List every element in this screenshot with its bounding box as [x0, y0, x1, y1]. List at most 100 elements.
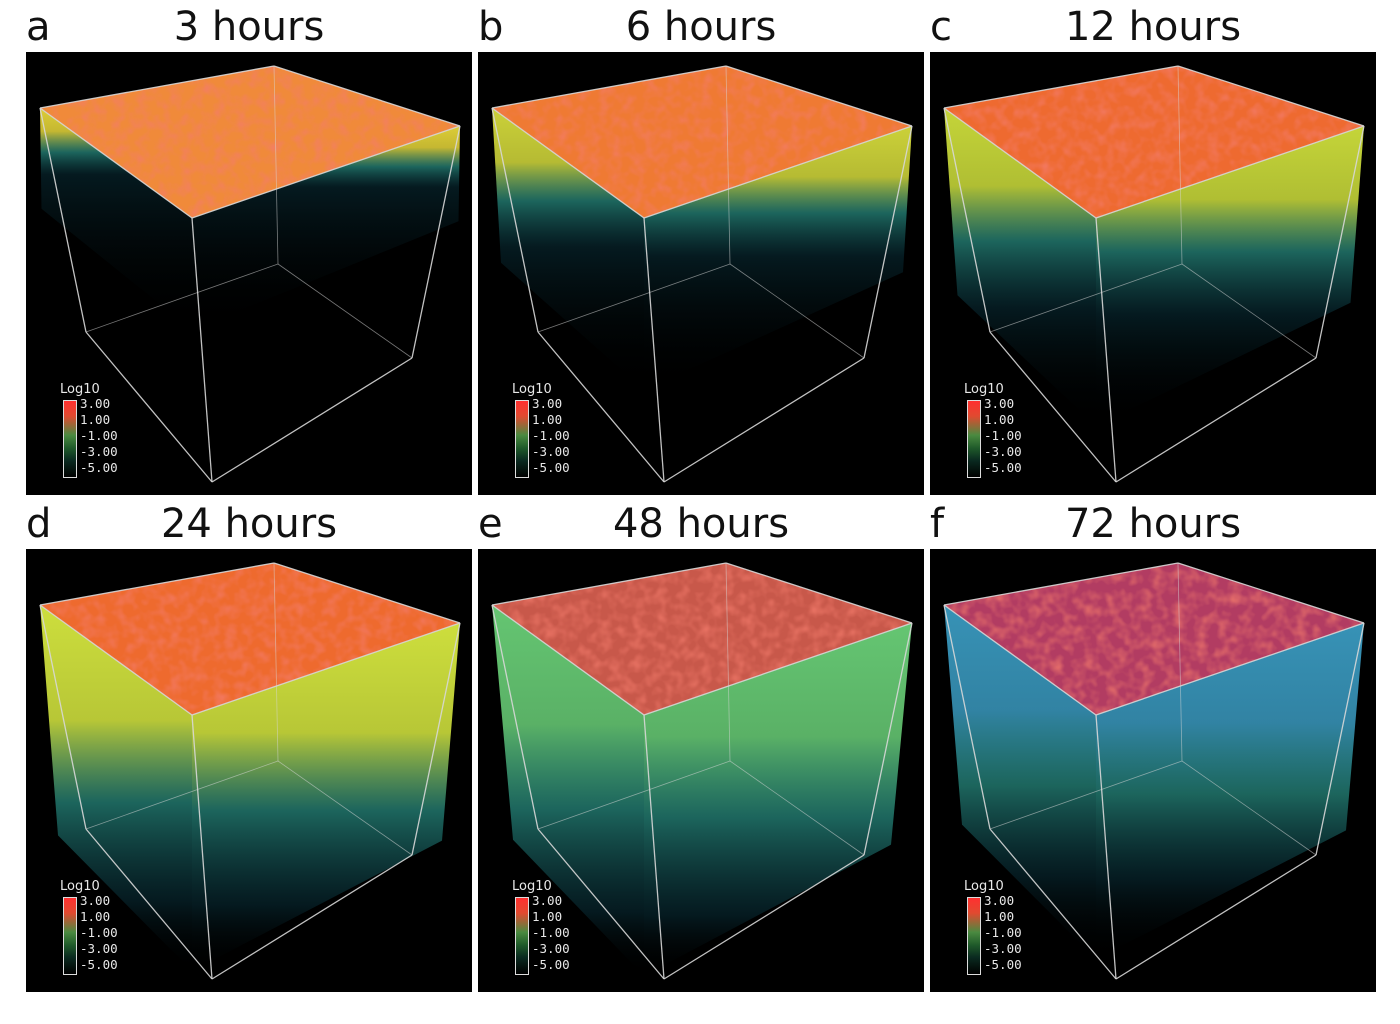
cube-edge — [989, 263, 1183, 333]
cube-edge — [191, 217, 213, 483]
legend-ticks: 3.00 1.00 -1.00 -3.00 -5.00 — [80, 893, 118, 973]
cube-edge — [491, 107, 539, 333]
volume-side-right — [644, 623, 912, 976]
cube-edge — [725, 65, 913, 127]
cube-edge — [39, 604, 193, 716]
top-face-texture — [944, 563, 1364, 715]
cube-edge — [725, 65, 731, 265]
cube-edge — [85, 760, 279, 830]
legend-tick: 1.00 — [80, 909, 111, 924]
cube-edge — [1181, 760, 1317, 856]
cube-edge — [943, 65, 1179, 109]
volume-render: Log10 3.00 1.00 -1.00 -3.00 -5.00 — [930, 52, 1376, 495]
cube-volume — [943, 562, 1365, 980]
panel-letter: e — [478, 501, 503, 547]
cube-edge — [191, 714, 213, 980]
legend-title: Log10 — [60, 879, 100, 894]
cube-edge — [1115, 854, 1317, 980]
legend-tick: -3.00 — [984, 444, 1022, 459]
volume-side-right — [1096, 623, 1364, 959]
volume-side-left — [492, 108, 644, 390]
volume-render: Log10 3.00 1.00 -1.00 -3.00 -5.00 — [26, 52, 472, 495]
top-face-texture — [944, 66, 1364, 218]
legend-tick: -1.00 — [984, 925, 1022, 940]
cube-edge — [1181, 263, 1317, 359]
cube-edge — [191, 125, 461, 219]
panel-title: 48 hours — [612, 501, 790, 547]
legend-tick: -1.00 — [80, 925, 118, 940]
cube-edge — [1315, 622, 1365, 856]
cube-edge — [491, 604, 539, 830]
legend-title: Log10 — [964, 382, 1004, 397]
cube-edge — [943, 107, 991, 333]
top-face-texture — [40, 563, 460, 715]
legend-tick: 1.00 — [984, 412, 1015, 427]
colorbar — [967, 897, 981, 975]
cube-volume — [39, 562, 461, 980]
cube-edge — [1095, 622, 1365, 716]
legend-ticks: 3.00 1.00 -1.00 -3.00 -5.00 — [984, 396, 1022, 476]
colorbar — [515, 897, 529, 975]
cube-edge — [411, 622, 461, 856]
panel-c: c 12 hours Log10 3.00 1.00 -1.00 -3.00 -5.00 — [930, 0, 1376, 495]
legend-title: Log10 — [60, 382, 100, 397]
legend-tick: -3.00 — [80, 444, 118, 459]
cube-volume — [943, 65, 1365, 483]
cube-edge — [211, 854, 413, 980]
cube-edge — [1177, 562, 1183, 762]
colorbar — [63, 400, 77, 478]
legend-title: Log10 — [964, 879, 1004, 894]
cube-edge — [1315, 125, 1365, 359]
cube-edge — [643, 622, 913, 716]
cube-edge — [39, 562, 275, 606]
cube-edge — [989, 760, 1183, 830]
volume-side-left — [40, 605, 192, 971]
cube-edge — [537, 760, 731, 830]
cube-edge — [943, 604, 1097, 716]
volume-render: Log10 3.00 1.00 -1.00 -3.00 -5.00 — [478, 549, 924, 992]
cube-edge — [491, 604, 645, 716]
cube-edge — [39, 107, 87, 333]
cube-edge — [273, 65, 461, 127]
cube-edge — [663, 357, 865, 483]
legend-tick: 3.00 — [984, 396, 1015, 411]
cube-edge — [989, 828, 1117, 980]
colorbar — [515, 400, 529, 478]
volume-render: Log10 3.00 1.00 -1.00 -3.00 -5.00 — [930, 549, 1376, 992]
cube-edge — [943, 604, 991, 830]
panel-e: e 48 hours Log10 3.00 1.00 -1.00 -3.00 -5.00 — [478, 497, 924, 992]
cube-edge — [1177, 65, 1365, 127]
cube-edge — [273, 562, 461, 624]
legend-title: Log10 — [512, 382, 552, 397]
legend-tick: 1.00 — [532, 909, 563, 924]
legend-ticks: 3.00 1.00 -1.00 -3.00 -5.00 — [80, 396, 118, 476]
cube-edge — [725, 562, 731, 762]
cube-edge — [643, 714, 665, 980]
cube-edge — [491, 107, 645, 219]
cube-edge — [537, 331, 665, 483]
legend-tick: -5.00 — [984, 957, 1022, 972]
cube-edge — [277, 760, 413, 856]
cube-edge — [1095, 125, 1365, 219]
cube-edge — [273, 562, 279, 762]
volume-side-right — [1096, 126, 1364, 426]
panel-letter: c — [930, 4, 952, 50]
panel-d: d 24 hours Log10 3.00 1.00 -1.00 -3.00 -5.00 — [26, 497, 472, 992]
cube-volume — [39, 65, 461, 483]
panel-title: 3 hours — [173, 4, 325, 50]
cube-edge — [729, 760, 865, 856]
cube-edge — [1177, 562, 1365, 624]
cube-edge — [989, 331, 1117, 483]
cube-edge — [411, 125, 461, 359]
legend-tick: -1.00 — [80, 428, 118, 443]
cube-edge — [85, 828, 213, 980]
cube-edge — [1177, 65, 1183, 265]
cube-edge — [85, 331, 213, 483]
legend-tick: 1.00 — [80, 412, 111, 427]
legend-tick: 3.00 — [532, 893, 563, 908]
cube-edge — [643, 217, 665, 483]
cube-edge — [943, 107, 1097, 219]
legend-tick: -5.00 — [984, 460, 1022, 475]
